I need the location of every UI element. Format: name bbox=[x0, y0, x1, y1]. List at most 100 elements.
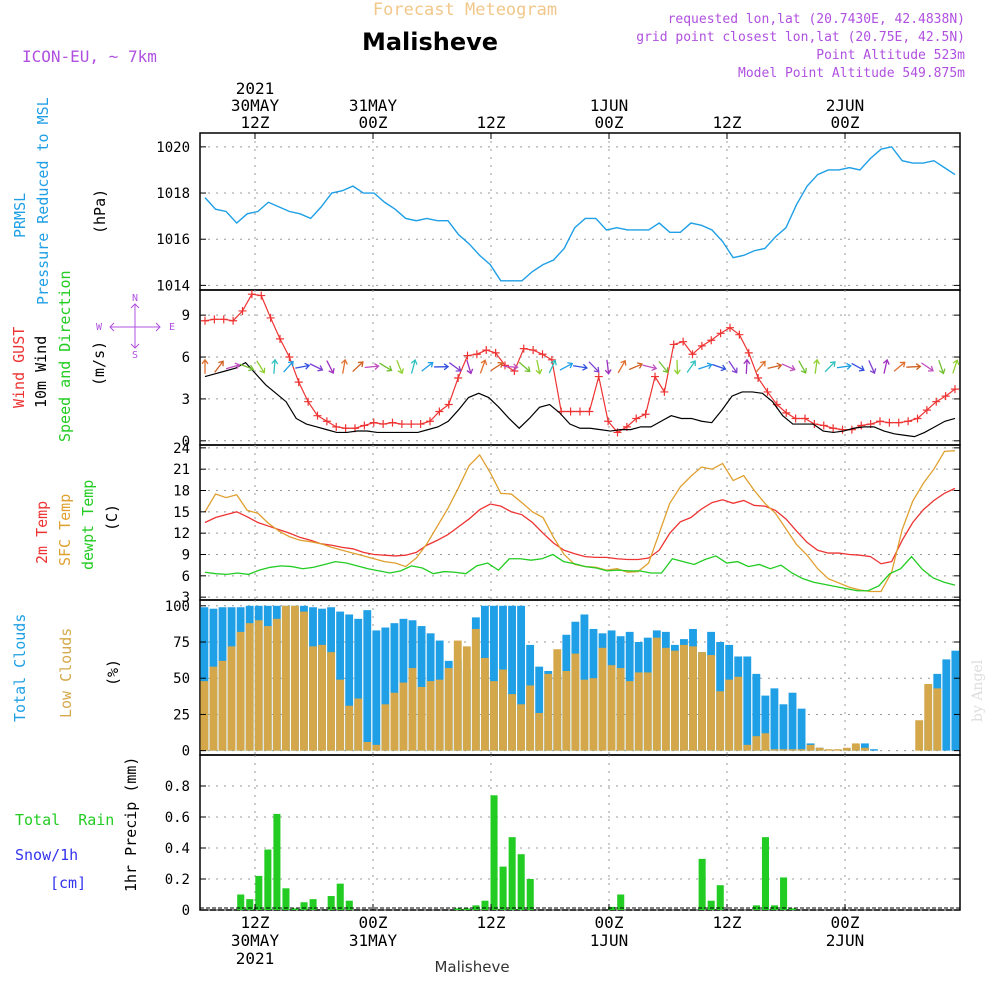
low-cloud-bar bbox=[508, 694, 516, 751]
wind-arrow-shaft bbox=[448, 362, 462, 372]
wind-arrow-head bbox=[480, 359, 488, 366]
wind-arrow-head bbox=[690, 360, 696, 367]
wind-arrow-head bbox=[593, 366, 600, 373]
wind-arrow-head bbox=[374, 362, 380, 370]
wind-arrow-head bbox=[271, 358, 279, 365]
wind-arrow-head bbox=[760, 360, 766, 367]
low-cloud-bar bbox=[399, 682, 408, 751]
wind-arrow-head bbox=[259, 367, 266, 374]
wind-arrow-head bbox=[604, 369, 612, 375]
wind-direction-arrow bbox=[225, 362, 241, 370]
wind-direction-arrow bbox=[271, 358, 279, 374]
rain-bar bbox=[264, 849, 272, 910]
wind-direction-arrow bbox=[239, 363, 255, 372]
wind-arrow-shaft bbox=[893, 361, 906, 372]
rain-bar bbox=[517, 854, 525, 910]
gust-marker bbox=[857, 421, 866, 430]
wind-arrow-head bbox=[800, 367, 807, 374]
wind-direction-arrow bbox=[767, 362, 783, 370]
gust-marker bbox=[510, 366, 519, 375]
wind-arrow-head bbox=[846, 362, 852, 370]
low-cloud-bar bbox=[806, 744, 815, 751]
chart-marks bbox=[200, 146, 960, 910]
low-cloud-bar bbox=[209, 666, 218, 751]
gust-marker bbox=[538, 350, 547, 359]
gust-marker bbox=[529, 346, 538, 355]
model-altitude: Model Point Altitude 549.875m bbox=[738, 66, 965, 81]
total-cloud-bar bbox=[372, 630, 381, 751]
wind-arrow-head bbox=[651, 364, 658, 372]
low-cloud-bar bbox=[915, 720, 924, 751]
gust-marker bbox=[744, 348, 753, 357]
rain-bar bbox=[752, 905, 760, 910]
low-cloud-bar bbox=[625, 681, 634, 751]
rain-bar bbox=[771, 905, 779, 910]
wind-arrow-shaft bbox=[921, 362, 934, 372]
gust-marker bbox=[791, 414, 800, 423]
wind-direction-arrow bbox=[906, 363, 922, 371]
wind-direction-arrow bbox=[295, 362, 311, 370]
footer-location: Malisheve bbox=[434, 958, 509, 976]
gust-marker bbox=[379, 420, 388, 429]
low-cloud-bar bbox=[933, 688, 942, 751]
low-cloud-bar bbox=[698, 652, 706, 751]
gust-label: Wind GUST bbox=[10, 327, 28, 408]
total-clouds-label: Total Clouds bbox=[11, 614, 29, 722]
time-label-bottom: 00Z bbox=[595, 913, 624, 932]
low-cloud-bar bbox=[363, 741, 372, 751]
gust-marker bbox=[838, 425, 847, 434]
gust-marker bbox=[426, 417, 434, 426]
gust-marker bbox=[257, 291, 266, 300]
gust-marker bbox=[735, 330, 744, 339]
wind-arrow-head bbox=[915, 363, 922, 371]
rain-bar bbox=[472, 905, 480, 910]
wind-direction-arrow bbox=[728, 360, 738, 374]
wind-arrow-head bbox=[743, 358, 751, 365]
gust-marker bbox=[491, 348, 500, 357]
low-cloud-bar bbox=[390, 692, 399, 751]
low-cloud-bar bbox=[272, 618, 281, 751]
wind-arrow-head bbox=[524, 366, 531, 373]
wind-arrow-shaft bbox=[503, 365, 518, 368]
rain-bar bbox=[336, 883, 344, 910]
y-tick-label: 100 bbox=[165, 599, 190, 615]
total-cloud-bar bbox=[490, 605, 498, 751]
wind-arrow-shaft bbox=[342, 359, 346, 374]
wind-unit: (m/s) bbox=[90, 341, 108, 386]
gust-marker bbox=[472, 350, 481, 359]
wind-arrow-shaft bbox=[466, 359, 472, 374]
wind-arrow-head bbox=[550, 359, 557, 366]
time-label-top: 00Z bbox=[595, 113, 624, 132]
y-tick-label: 21 bbox=[173, 462, 190, 478]
rain-bar bbox=[716, 885, 724, 910]
gust-marker bbox=[229, 316, 238, 325]
low-cloud-bar bbox=[236, 631, 245, 751]
total-cloud-bar bbox=[200, 607, 209, 751]
compass-s: S bbox=[132, 350, 138, 361]
wind-arrow-head bbox=[938, 368, 946, 375]
wind-direction-arrow bbox=[658, 360, 669, 374]
gust-marker bbox=[444, 400, 453, 409]
wind-arrow-shaft bbox=[824, 361, 836, 373]
wind-arrow-shaft bbox=[256, 360, 265, 374]
temp-2m-line bbox=[204, 487, 956, 565]
model-label: ICON-EU, ~ 7km bbox=[22, 47, 157, 66]
requested-coords: requested lon,lat (20.7430E, 42.4838N) bbox=[668, 12, 965, 27]
gust-marker bbox=[266, 313, 275, 322]
wind-label: 10m Wind bbox=[32, 336, 50, 408]
y-tick-label: 75 bbox=[173, 635, 190, 651]
low-cloud-bar bbox=[254, 620, 263, 751]
gust-marker bbox=[763, 387, 772, 396]
y-tick-label: 6 bbox=[182, 569, 190, 585]
wind-direction-arrow bbox=[283, 360, 294, 373]
gust-marker bbox=[313, 411, 322, 420]
gust-marker bbox=[632, 414, 641, 423]
gust-marker bbox=[679, 337, 688, 346]
wind-arrow-shaft bbox=[814, 359, 818, 374]
wind-direction-arrow bbox=[617, 359, 627, 374]
wind-direction-arrow bbox=[396, 360, 404, 375]
wind-arrow-head bbox=[410, 358, 418, 365]
gust-marker bbox=[885, 418, 894, 427]
total-cloud-bar bbox=[779, 704, 788, 751]
gust-marker bbox=[913, 414, 922, 423]
